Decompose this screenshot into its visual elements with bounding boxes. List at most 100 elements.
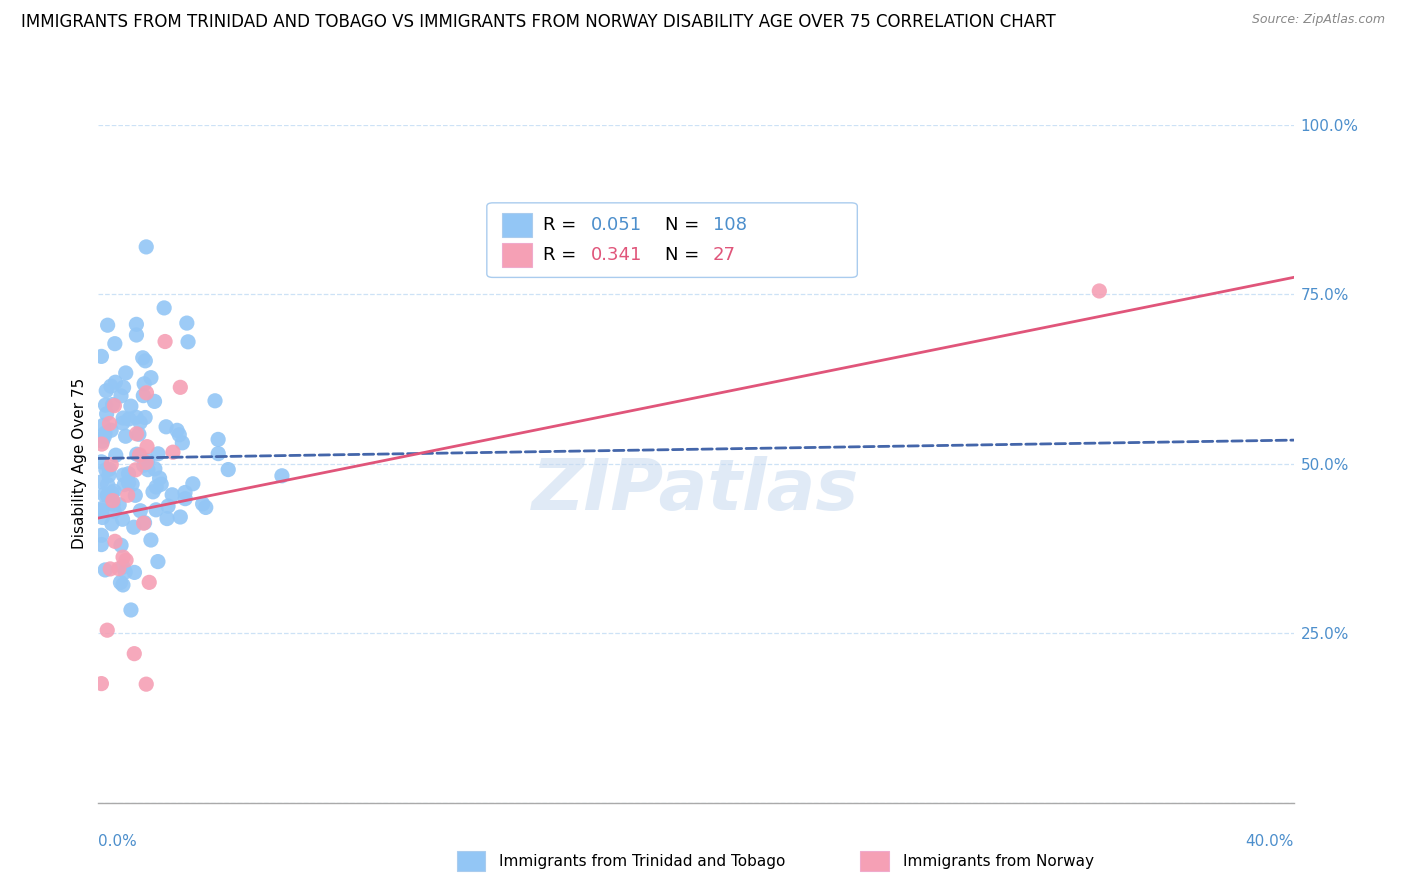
Text: 0.051: 0.051 (591, 216, 643, 235)
Point (94, 563, 117, 577)
Point (134, 354, 156, 368)
Point (134, 376, 156, 391)
Point (98, 562, 121, 576)
FancyBboxPatch shape (486, 202, 858, 277)
Point (136, 463, 159, 477)
Point (96, 488, 118, 502)
Point (104, 534, 127, 549)
Point (145, 503, 167, 517)
Point (111, 416, 134, 430)
Point (172, 435, 194, 450)
Point (143, 462, 166, 476)
Point (134, 516, 156, 530)
Text: 0.0%: 0.0% (98, 834, 138, 849)
Point (91, 501, 114, 516)
Point (143, 394, 166, 409)
Point (94, 398, 117, 412)
Point (93, 487, 115, 501)
Point (128, 448, 150, 462)
Point (94, 463, 117, 477)
Text: 40.0%: 40.0% (1246, 834, 1294, 849)
Point (103, 399, 125, 413)
Text: 0.341: 0.341 (591, 246, 643, 264)
Point (169, 380, 191, 394)
Point (146, 447, 169, 461)
Point (167, 427, 190, 442)
Point (90, 350, 112, 364)
Point (90, 455, 112, 469)
Point (271, 468, 294, 483)
Point (100, 423, 122, 437)
Point (132, 389, 155, 403)
Point (91, 434, 114, 449)
Point (101, 493, 124, 508)
Y-axis label: Disability Age Over 75: Disability Age Over 75 (72, 378, 87, 549)
Point (114, 429, 136, 443)
Text: R =: R = (543, 246, 582, 264)
Point (93, 430, 115, 444)
Point (194, 500, 217, 515)
Point (96, 623, 118, 637)
Point (111, 559, 134, 574)
Point (104, 376, 127, 390)
Point (124, 463, 146, 477)
Point (90, 503, 112, 517)
Point (112, 477, 135, 491)
Point (103, 504, 125, 518)
Point (166, 423, 188, 437)
Point (174, 485, 197, 500)
Point (129, 416, 152, 430)
Point (111, 512, 134, 526)
Point (132, 516, 155, 531)
Point (98, 462, 121, 476)
Point (139, 370, 162, 384)
Point (169, 510, 191, 524)
Point (153, 334, 176, 349)
Point (150, 477, 173, 491)
Point (139, 533, 162, 547)
Point (207, 433, 229, 447)
Point (122, 520, 145, 534)
Point (110, 538, 132, 552)
Point (125, 410, 148, 425)
Point (135, 677, 157, 691)
Text: R =: R = (543, 216, 582, 235)
Point (103, 484, 125, 499)
Point (132, 458, 155, 473)
Point (132, 351, 155, 365)
Point (101, 497, 124, 511)
Point (177, 334, 200, 349)
Point (207, 447, 229, 461)
Point (120, 603, 142, 617)
Point (162, 445, 184, 459)
Point (104, 448, 127, 462)
Point (129, 504, 152, 518)
Point (97, 477, 120, 491)
Point (108, 498, 131, 512)
Point (135, 456, 157, 470)
Point (1088, 284, 1111, 298)
Text: ZIPatlas: ZIPatlas (533, 457, 859, 525)
Point (117, 488, 139, 502)
Text: Immigrants from Norway: Immigrants from Norway (903, 855, 1094, 869)
Point (90, 538, 112, 552)
Point (100, 379, 122, 393)
Point (104, 336, 127, 351)
Point (110, 389, 132, 403)
Point (125, 447, 148, 461)
Point (128, 427, 150, 442)
Text: Source: ZipAtlas.com: Source: ZipAtlas.com (1251, 13, 1385, 27)
Point (124, 566, 146, 580)
Point (101, 486, 124, 500)
Point (101, 398, 124, 412)
Point (135, 240, 157, 254)
Point (112, 468, 135, 483)
Point (191, 497, 214, 511)
Point (100, 458, 122, 472)
Point (136, 453, 159, 467)
Point (153, 301, 176, 315)
Text: 27: 27 (713, 246, 735, 264)
Point (121, 477, 143, 491)
Point (174, 491, 197, 506)
Point (91, 418, 114, 433)
